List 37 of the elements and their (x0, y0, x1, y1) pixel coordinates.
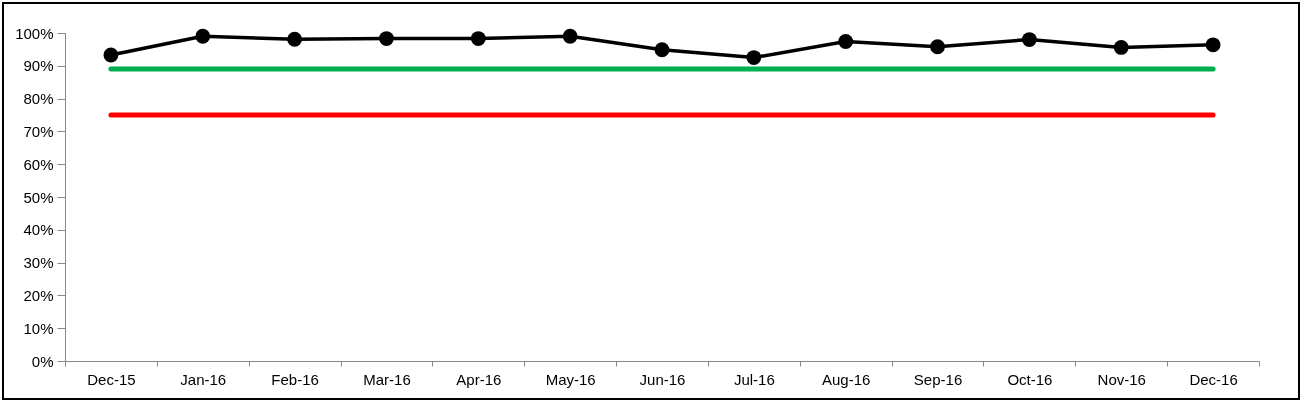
x-tick-label: Feb-16 (271, 370, 319, 388)
y-tick-label: 70% (23, 122, 54, 140)
point (379, 31, 394, 46)
x-tick-label: Dec-15 (87, 370, 136, 388)
x-tick-label: May-16 (545, 370, 596, 388)
y-tick-label: 60% (23, 155, 54, 173)
x-tick-label: Sep-16 (913, 370, 963, 388)
point (287, 31, 303, 47)
y-tick-label: 30% (23, 254, 54, 272)
y-tick-label: 80% (23, 90, 54, 108)
y-tick-label: 0% (31, 352, 54, 370)
x-tick-label: Jun-16 (639, 370, 686, 388)
x-tick-label: Dec-16 (1189, 370, 1238, 388)
x-tick-label: Apr-16 (456, 370, 502, 388)
point (838, 34, 854, 49)
point (1021, 32, 1037, 47)
point (103, 47, 119, 63)
x-tick-label: Oct-16 (1007, 370, 1053, 388)
x-tick-label: Jan-16 (180, 370, 227, 388)
point (654, 42, 670, 58)
point (746, 50, 762, 65)
point (930, 39, 945, 55)
x-tick-label: Jul-16 (733, 370, 775, 388)
y-tick-label: 100% (15, 24, 54, 42)
point (562, 28, 578, 44)
y-tick-label: 50% (23, 188, 54, 206)
x-tick-label: Nov-16 (1097, 370, 1146, 388)
x-tick-label: Aug-16 (822, 370, 871, 388)
y-tick-label: 20% (23, 286, 54, 304)
point (1113, 40, 1129, 55)
y-tick-label: 90% (23, 57, 54, 75)
point (1205, 37, 1221, 53)
point (195, 28, 211, 44)
point (470, 31, 486, 46)
y-tick-label: 10% (23, 319, 54, 337)
y-tick-label: 40% (23, 221, 54, 239)
x-tick-label: Mar-16 (363, 370, 411, 388)
